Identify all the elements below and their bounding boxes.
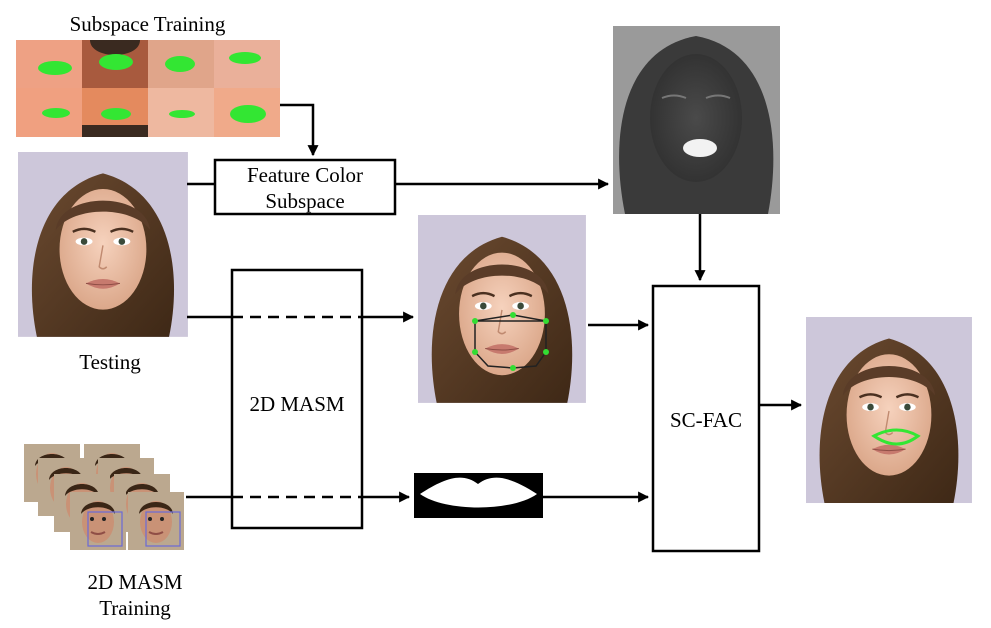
scfac-box (651, 284, 761, 553)
landmark-face-photo (416, 213, 588, 405)
binary-lip-mask (414, 473, 543, 518)
mouth-patch (82, 88, 148, 137)
masm-box-label: 2D MASM (249, 392, 345, 416)
scfac-box-label: SC-FAC (670, 408, 742, 432)
mouth-patch (148, 88, 214, 137)
test-face-photo (16, 150, 190, 339)
mouth-patch (16, 88, 82, 137)
feature-color-map (613, 26, 780, 214)
connectors (186, 103, 803, 503)
feature-color-subspace-box (213, 158, 397, 216)
arrow-subspace-to-feature (280, 103, 319, 157)
mouth-patch (214, 40, 280, 88)
mouth-patch (16, 40, 82, 88)
masm-training-label-line1: 2D MASM (87, 570, 183, 594)
mouth-patch (214, 88, 280, 137)
masm-box (230, 268, 364, 530)
subspace-training-label: Subspace Training (69, 12, 226, 36)
masm-training-stack (23, 443, 185, 551)
feature-color-subspace-label-line2: Subspace (265, 189, 345, 213)
landmark-polygon (472, 312, 549, 371)
result-face-photo (804, 315, 974, 505)
testing-label: Testing (79, 350, 141, 374)
mouth-patch (148, 40, 214, 88)
feature-color-subspace-label-line1: Feature Color (246, 163, 364, 187)
subspace-training-grid (16, 40, 280, 137)
mouth-patch (82, 40, 148, 88)
masm-training-label-line2: Training (99, 596, 171, 620)
